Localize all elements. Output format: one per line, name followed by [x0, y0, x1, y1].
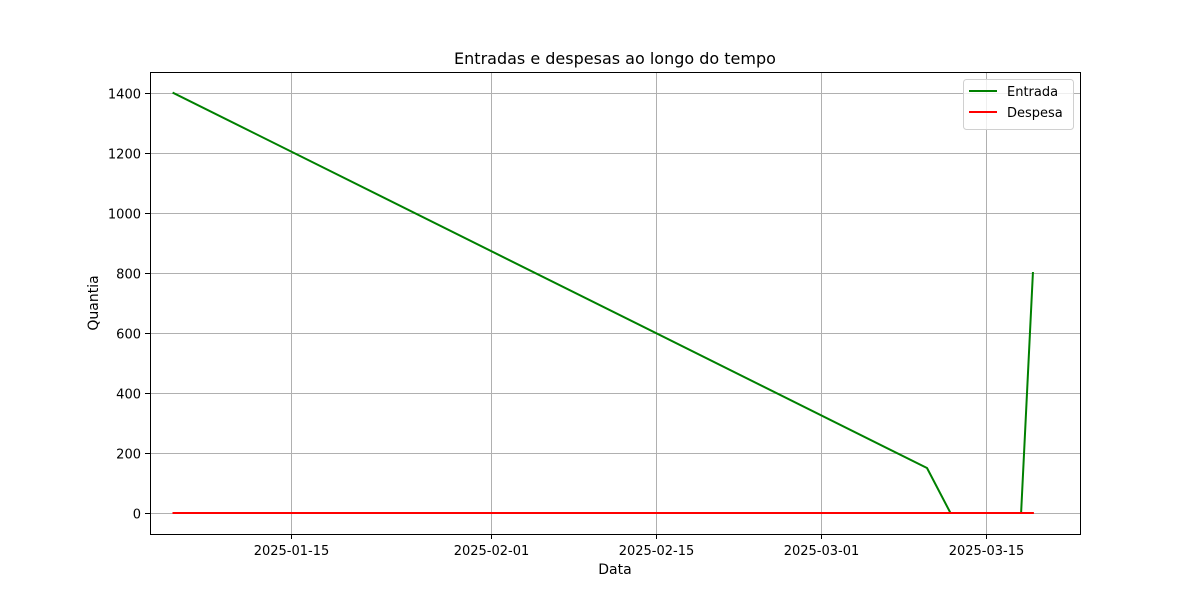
legend-label: Entrada	[1007, 85, 1058, 100]
x-tick-label: 2025-02-01	[454, 544, 530, 559]
series-lines	[172, 91, 1034, 514]
y-tick-label: 0	[133, 508, 141, 523]
y-axis-ticks: 0 200 400 600 800 1000 1200 1400	[108, 88, 150, 523]
y-axis-label: Quantia	[86, 275, 102, 330]
y-tick-label: 600	[116, 328, 141, 343]
y-tick-label: 1400	[108, 88, 141, 103]
grid	[150, 72, 1080, 534]
legend-label: Despesa	[1007, 106, 1063, 121]
x-tick-label: 2025-01-15	[254, 544, 330, 559]
y-tick-label: 400	[116, 388, 141, 403]
x-tick-label: 2025-02-15	[619, 544, 695, 559]
plot-area-frame	[150, 72, 1081, 535]
y-tick-label: 1000	[108, 208, 141, 223]
y-tick-label: 1200	[108, 148, 141, 163]
y-tick-label: 800	[116, 268, 141, 283]
legend: Entrada Despesa	[963, 79, 1074, 130]
x-tick-label: 2025-03-01	[784, 544, 860, 559]
series-line-entrada	[172, 91, 1034, 514]
chart-title: Entradas e despesas ao longo do tempo	[454, 49, 776, 68]
x-tick-label: 2025-03-15	[949, 544, 1025, 559]
y-tick-label: 200	[116, 448, 141, 463]
x-axis-ticks: 2025-01-15 2025-02-01 2025-02-15 2025-03-01…	[254, 534, 1025, 559]
x-axis-label: Data	[598, 562, 631, 578]
